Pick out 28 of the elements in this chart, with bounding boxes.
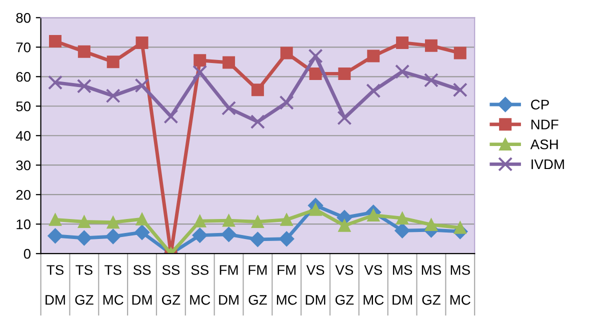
category-label: TS MC: [103, 265, 124, 305]
y-tick-label: 20: [16, 190, 31, 200]
y-tick-label: 30: [16, 160, 31, 170]
category-label: TS DM: [46, 265, 65, 305]
category-label: MS DM: [392, 265, 412, 305]
legend-label: NDF: [531, 120, 558, 130]
category-label: MS MC: [450, 265, 470, 305]
category-label: VS MC: [364, 265, 384, 305]
legend-label: CP: [531, 100, 549, 110]
y-tick-label: 70: [16, 42, 31, 52]
category-label: MS GZ: [422, 265, 441, 305]
y-tick-label: 10: [16, 219, 31, 230]
y-tick-label: 0: [24, 248, 31, 259]
category-label: FM DM: [219, 265, 238, 305]
category-label: TS GZ: [75, 265, 94, 305]
y-tick-label: 50: [16, 101, 31, 112]
category-label: FM GZ: [248, 265, 267, 305]
category-label: VS DM: [306, 265, 326, 305]
category-label: SS DM: [132, 265, 152, 305]
legend-label: IVDM: [532, 159, 564, 170]
category-label: SS MC: [190, 265, 210, 305]
category-label: VS GZ: [335, 265, 354, 305]
legend-label: ASH: [530, 139, 558, 150]
y-tick-label: 80: [16, 12, 31, 23]
category-label: SS GZ: [162, 265, 180, 305]
category-label: FM MC: [276, 265, 297, 305]
y-tick-label: 60: [16, 72, 31, 82]
y-tick-label: 40: [16, 130, 31, 141]
